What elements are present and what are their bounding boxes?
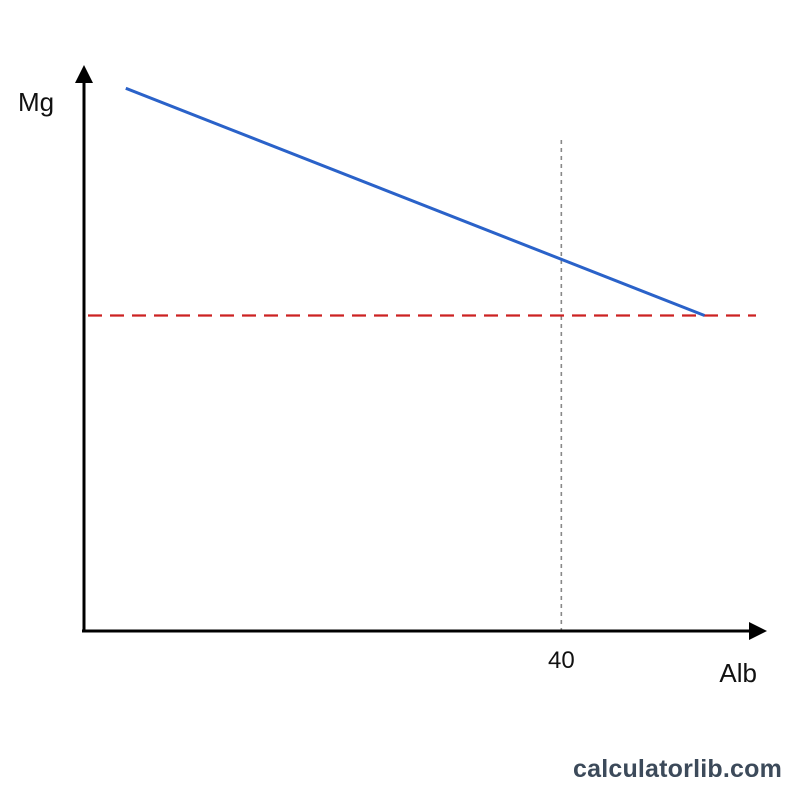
x-axis-label: Alb [719, 658, 757, 688]
watermark: calculatorlib.com [572, 755, 782, 783]
x-tick-label: 40 [548, 647, 575, 674]
y-axis-label: Mg [18, 87, 54, 117]
series-line [125, 86, 706, 317]
x-tick-labels: 40 [548, 647, 575, 674]
